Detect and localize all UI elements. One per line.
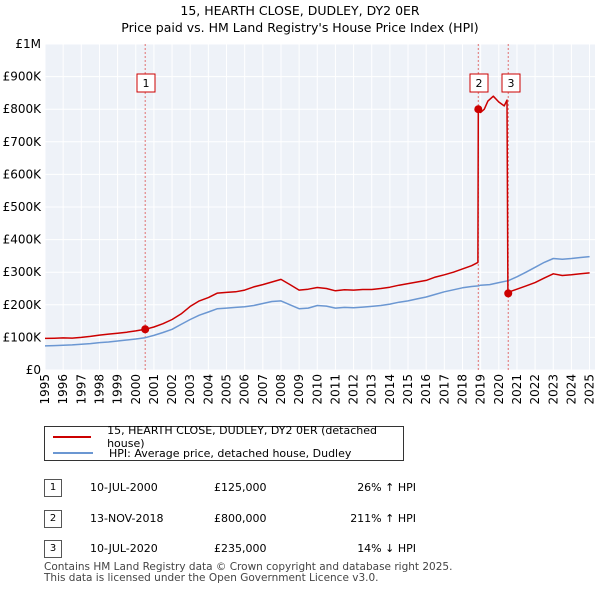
legend-item-property: 15, HEARTH CLOSE, DUDLEY, DY2 0ER (detac… — [53, 424, 403, 450]
sale-points — [141, 105, 513, 334]
x-tick-label: 2006 — [238, 374, 252, 405]
x-tick-label: 2008 — [274, 374, 288, 405]
x-tick-label: 2021 — [510, 374, 524, 405]
x-tick-label: 2005 — [220, 374, 234, 405]
sale-marker-box — [136, 73, 156, 93]
x-tick-label: 1996 — [56, 374, 70, 405]
transaction-hpi: 26% ↑ HPI — [357, 481, 416, 494]
y-tick-label: £0 — [26, 363, 41, 377]
x-tick-label: 2013 — [365, 374, 379, 405]
sale-point — [504, 289, 513, 298]
y-tick-label: £500K — [3, 200, 43, 214]
y-axis: £0 £100K £200K £300K £400K £500K £600K £700K £80… — [3, 37, 43, 377]
sale-marker-box — [469, 73, 489, 93]
sale-marker: 1 — [136, 73, 156, 93]
transaction-number: 1 — [44, 479, 62, 497]
x-tick-label: 2010 — [310, 374, 324, 405]
chart-subtitle: Price paid vs. HM Land Registry's House … — [121, 20, 479, 35]
y-tick-label: £700K — [3, 135, 43, 149]
y-tick-label: £600K — [3, 167, 43, 181]
x-tick-label: 2014 — [383, 374, 397, 405]
footer-copyright: Contains HM Land Registry data © Crown c… — [44, 561, 453, 573]
transaction-date: 10-JUL-2020 — [90, 542, 158, 555]
y-tick-label: £400K — [3, 233, 43, 247]
chart-title: 15, HEARTH CLOSE, DUDLEY, DY2 0ER — [180, 3, 420, 18]
x-tick-label: 2023 — [546, 374, 560, 405]
x-tick-label: 1997 — [74, 374, 88, 405]
legend: 15, HEARTH CLOSE, DUDLEY, DY2 0ER (detac… — [44, 424, 404, 461]
sale-marker-box — [501, 73, 521, 93]
sale-marker-label: 1 — [143, 77, 150, 90]
transaction-price: £235,000 — [214, 542, 267, 555]
sale-marker-label: 2 — [476, 77, 483, 90]
y-tick-label: £1M — [15, 37, 41, 51]
x-tick-label: 2003 — [183, 374, 197, 405]
sale-marker: 2 — [469, 73, 489, 93]
legend-item-hpi: HPI: Average price, detached house, Dudl… — [53, 445, 351, 461]
transaction-date: 13-NOV-2018 — [90, 512, 164, 525]
y-tick-label: £800K — [3, 102, 43, 116]
x-tick-label: 2011 — [328, 374, 342, 405]
x-tick-label: 2022 — [528, 374, 542, 405]
x-tick-label: 2012 — [347, 374, 361, 405]
x-tick-label: 2001 — [147, 374, 161, 405]
x-tick-label: 2017 — [437, 374, 451, 405]
legend-label-property: 15, HEARTH CLOSE, DUDLEY, DY2 0ER (detac… — [107, 424, 377, 450]
transaction-date: 10-JUL-2000 — [90, 481, 158, 494]
x-tick-label: 2015 — [401, 374, 415, 405]
x-tick-label: 1999 — [111, 374, 125, 405]
transaction-hpi: 211% ↑ HPI — [350, 512, 416, 525]
transaction-number: 2 — [44, 510, 62, 528]
x-tick-label: 1998 — [92, 374, 106, 405]
x-tick-label: 2002 — [165, 374, 179, 405]
footer-licence: This data is licensed under the Open Gov… — [44, 572, 379, 584]
x-tick-label: 1995 — [38, 374, 52, 405]
legend-swatch-hpi — [53, 452, 93, 454]
x-tick-label: 2007 — [256, 374, 270, 405]
sale-marker-label: 3 — [508, 77, 515, 90]
transaction-number: 3 — [44, 540, 62, 558]
sale-markers: 1 2 3 — [136, 73, 521, 93]
y-tick-label: £900K — [3, 70, 43, 84]
y-tick-label: £100K — [3, 330, 43, 344]
sale-marker: 3 — [501, 73, 521, 93]
sale-point — [141, 325, 150, 334]
y-tick-label: £200K — [3, 298, 43, 312]
x-tick-label: 2009 — [292, 374, 306, 405]
transaction-hpi: 14% ↓ HPI — [357, 542, 416, 555]
x-tick-label: 2024 — [564, 374, 578, 405]
price-chart: 1 2 3 £0 £100K £200K £300K £400K £500K £600K £700… — [3, 37, 597, 405]
x-tick-label: 2018 — [455, 374, 469, 405]
legend-swatch-property — [53, 436, 92, 438]
sale-point — [474, 105, 483, 114]
x-tick-label: 2000 — [129, 374, 143, 405]
y-tick-label: £300K — [3, 265, 43, 279]
grid — [44, 43, 595, 371]
transaction-price: £125,000 — [214, 481, 267, 494]
hpi-line — [44, 255, 590, 347]
x-tick-label: 2019 — [474, 374, 488, 405]
x-tick-label: 2025 — [583, 374, 597, 405]
x-axis: 1995 1996 1997 1998 1999 2000 2001 2002 2003 2004… — [38, 374, 597, 405]
x-tick-label: 2020 — [492, 374, 506, 405]
legend-label-hpi: HPI: Average price, detached house, Dudl… — [109, 446, 352, 460]
x-tick-label: 2004 — [201, 374, 215, 405]
x-tick-label: 2016 — [419, 374, 433, 405]
transaction-price: £800,000 — [214, 512, 267, 525]
